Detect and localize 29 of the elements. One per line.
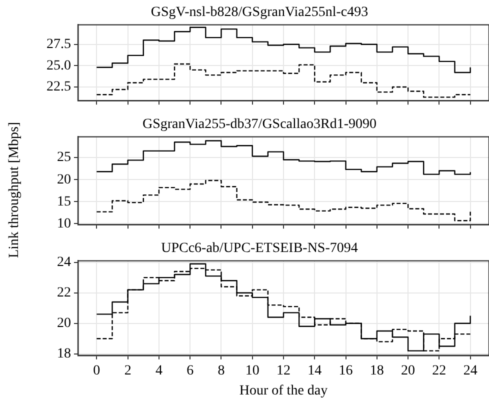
chart-title: UPCc6-ab/UPC-ETSEIB-NS-7094 xyxy=(161,241,358,256)
x-tick-label: 0 xyxy=(93,363,100,378)
y-tick-label: 22 xyxy=(57,286,71,301)
x-tick-label: 18 xyxy=(370,363,384,378)
chart-title: GSgranVia255-db37/GScallao3Rd1-9090 xyxy=(142,117,377,132)
x-tick-label: 22 xyxy=(432,363,446,378)
y-tick-label: 20 xyxy=(57,172,71,188)
x-tick-label: 16 xyxy=(338,363,353,378)
x-tick-label: 24 xyxy=(463,363,478,378)
y-tick-label: 25 xyxy=(57,150,71,166)
x-tick-label: 12 xyxy=(276,363,290,378)
y-tick-label: 27.5 xyxy=(46,37,71,52)
y-tick-label: 18 xyxy=(57,346,71,362)
x-tick-label: 2 xyxy=(124,363,132,378)
y-axis-title: Link throughput [Mbps] xyxy=(7,122,23,258)
y-tick-label: 22.5 xyxy=(46,80,71,95)
y-tick-label: 15 xyxy=(57,194,71,210)
y-tick-label: 25.0 xyxy=(46,58,71,74)
x-tick-label: 8 xyxy=(218,363,225,378)
x-axis-title: Hour of the day xyxy=(239,383,328,398)
x-tick-label: 6 xyxy=(186,363,194,378)
y-tick-label: 20 xyxy=(57,316,71,332)
x-tick-label: 20 xyxy=(401,363,416,378)
x-tick-label: 4 xyxy=(155,363,162,378)
x-tick-label: 14 xyxy=(308,363,322,378)
chart-title: GSgV-nsl-b828/GSgranVia255nl-c493 xyxy=(150,5,368,20)
y-tick-label: 10 xyxy=(57,216,71,232)
y-tick-label: 24 xyxy=(57,255,71,270)
x-tick-label: 10 xyxy=(245,363,260,378)
